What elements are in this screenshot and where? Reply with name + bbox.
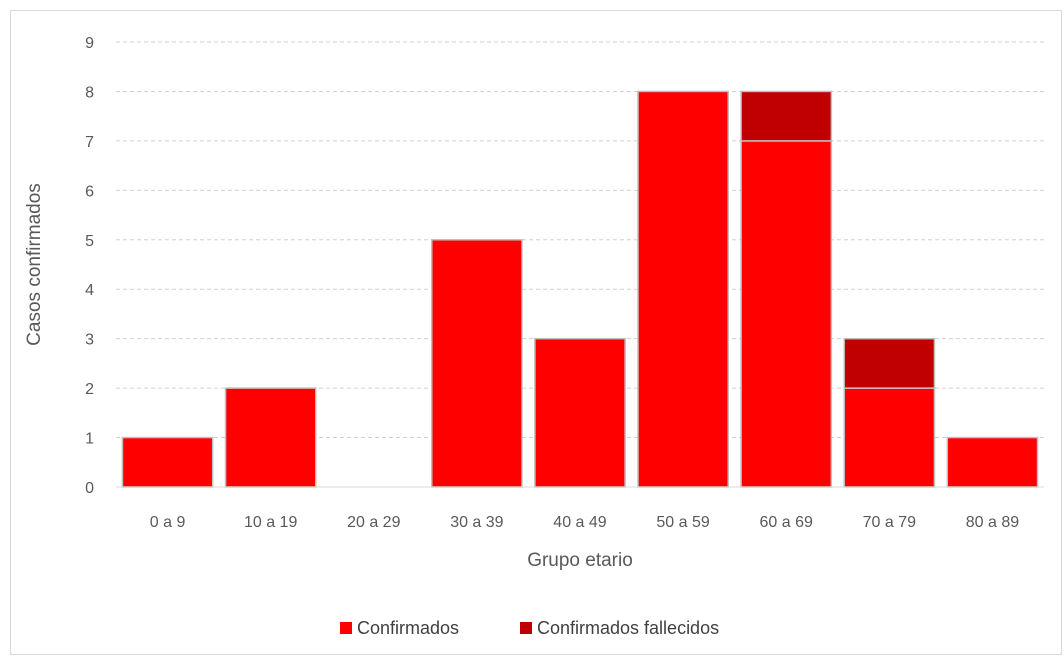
bar-confirmados [740,140,833,488]
y-tick-label: 5 [85,233,94,250]
y-tick-label: 9 [85,35,94,52]
x-tick-label: 50 a 59 [656,514,709,531]
x-tick-label: 30 a 39 [450,514,503,531]
bars [121,90,1039,488]
bar-confirmados-fallecidos [843,337,936,389]
x-tick-label: 40 a 49 [553,514,606,531]
legend-label: Confirmados [357,618,459,638]
y-tick-label: 2 [85,381,94,398]
x-tick-label: 70 a 79 [863,514,916,531]
bar-confirmados [121,436,214,488]
legend: Confirmados Confirmados fallecidos [340,618,719,638]
bar-confirmados-fallecidos [740,90,833,142]
y-tick-label: 1 [85,431,94,448]
y-tick-label: 4 [85,282,94,299]
y-tick-label: 0 [85,480,94,497]
y-tick-label: 3 [85,332,94,349]
x-tick-label: 60 a 69 [760,514,813,531]
legend-swatch-confirmados [340,622,352,634]
y-axis-title: Casos confirmados [24,183,45,346]
bar-confirmados [431,239,523,488]
y-tick-label: 6 [85,183,94,200]
x-tick-label: 10 a 19 [244,514,297,531]
bar-confirmados [843,387,936,488]
y-tick-label: 7 [85,134,94,151]
x-tick-label: 0 a 9 [150,514,186,531]
x-tick-labels: 0 a 9 10 a 19 20 a 29 30 a 39 40 a 49 50 a 59… [150,514,1019,531]
x-tick-label: 80 a 89 [966,514,1019,531]
bar-confirmados [534,337,626,488]
chart-frame [10,10,1062,655]
bar-confirmados [637,90,729,488]
bar-confirmados [946,436,1039,488]
legend-swatch-confirmados-fallecidos [520,622,532,634]
y-tick-labels: 0 1 2 3 4 5 6 7 8 9 [85,35,94,497]
x-axis-title: Grupo etario [527,550,633,571]
y-tick-label: 8 [85,84,94,101]
legend-label: Confirmados fallecidos [537,618,719,638]
x-tick-label: 20 a 29 [347,514,400,531]
bar-confirmados [224,387,317,488]
